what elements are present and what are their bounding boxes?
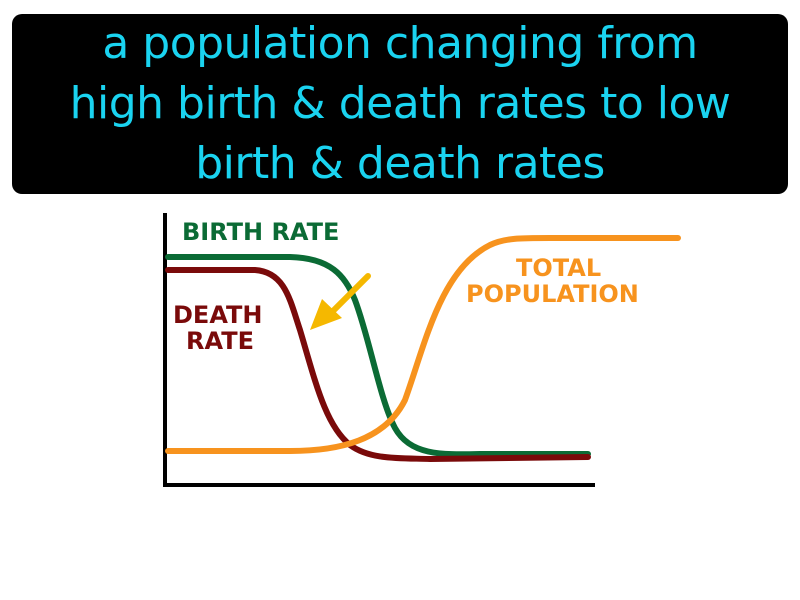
definition-line-3: birth & death rates: [195, 138, 605, 189]
demographic-transition-diagram: BIRTH RATE DEATH RATE TOTAL POPULATION: [163, 213, 681, 487]
birth-rate-label: BIRTH RATE: [182, 218, 339, 246]
definition-line-2: high birth & death rates to low: [69, 78, 731, 129]
death-rate-label-line-1: DEATH: [173, 301, 262, 329]
transition-arrow: [310, 273, 371, 330]
axes: [163, 213, 595, 487]
total-population-label-line-1: TOTAL: [516, 254, 601, 282]
definition-text: a population changing from high birth & …: [22, 14, 778, 194]
birth-rate-curve: [165, 254, 591, 458]
death-rate-label-line-2: RATE: [186, 327, 254, 355]
total-population-curve: [165, 235, 681, 454]
definition-line-1: a population changing from: [102, 18, 698, 69]
total-population-label-line-2: POPULATION: [466, 280, 639, 308]
title-banner: a population changing from high birth & …: [12, 14, 788, 194]
death-rate-curve: [165, 267, 591, 463]
